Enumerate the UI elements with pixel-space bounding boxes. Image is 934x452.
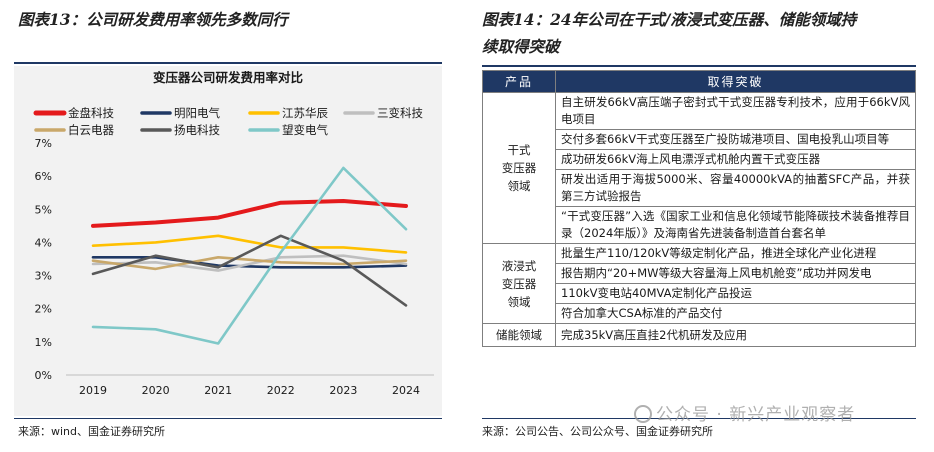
legend-label-2: 江苏华辰 <box>282 106 328 120</box>
x-tick-label: 2024 <box>392 384 420 397</box>
right-title-divider <box>482 65 916 67</box>
series-line-0 <box>91 199 408 228</box>
breakthrough-cell: 符合加拿大CSA标准的产品交付 <box>555 303 916 324</box>
header-product: 产品 <box>482 70 556 93</box>
left-figure-source: 来源：wind、国金证券研究所 <box>18 425 166 438</box>
breakthrough-cell: 批量生产110/120kV等级定制化产品，推进全球化产业化进程 <box>555 243 916 264</box>
breakthrough-cell: 报告期内“20+MW等级大容量海上风电机舱变”成功并网发电 <box>555 263 916 284</box>
legend-label-4: 白云电器 <box>68 123 114 137</box>
breakthrough-cell: 自主研发66kV高压端子密封式干式变压器专利技术，应用于66kV风电项目 <box>555 92 916 130</box>
table-header-row: 产品 取得突破 <box>482 70 916 93</box>
chart-panel: 变压器公司研发费用率对比金盘科技 明阳电气 江苏华辰 三变科技白云电器 扬电科技 望变电气… <box>14 66 442 416</box>
breakthrough-cell: 成功研发66kV海上风电漂浮式机舱内置干式变压器 <box>555 149 916 170</box>
category-cell: 干式 变压器 领域 <box>482 92 556 244</box>
legend-label-6: 望变电气 <box>282 123 328 137</box>
legend-label-3: 三变科技 <box>377 106 423 120</box>
y-tick-label: 5% <box>35 203 52 216</box>
breakthrough-cell: “干式变压器”入选《国家工业和信息化领域节能降碳技术装备推荐目录（2024年版）… <box>555 206 916 244</box>
x-tick-label: 2021 <box>204 384 232 397</box>
header-breakthrough: 取得突破 <box>555 70 916 93</box>
table-row: 干式 变压器 领域 自主研发66kV高压端子密封式干式变压器专利技术，应用于66k… <box>482 92 916 244</box>
series-line-3 <box>91 254 408 272</box>
series-line-2 <box>91 234 408 254</box>
table-row: 储能领域 完成35kV高压直挂2代机研发及应用 <box>482 323 916 347</box>
series-line-5 <box>91 234 408 307</box>
left-figure-title: 图表13：公司研发费用率领先多数同行 <box>18 10 288 29</box>
right-figure-title-line1: 图表14：24年公司在干式/液浸式变压器、储能领域持 <box>482 10 857 29</box>
right-source-divider <box>482 418 916 419</box>
x-tick-label: 2020 <box>142 384 170 397</box>
y-tick-label: 6% <box>35 170 52 183</box>
x-tick-label: 2022 <box>267 384 295 397</box>
y-tick-label: 4% <box>35 236 52 249</box>
achievements-table: 产品 取得突破 干式 变压器 领域 自主研发66kV高压端子密封式干式变压器专利技… <box>482 70 916 347</box>
legend-label-5: 扬电科技 <box>174 123 220 137</box>
left-title-divider <box>14 62 442 64</box>
legend-label-0: 金盘科技 <box>68 106 114 120</box>
watermark-text: 公众号 · 新兴产业观察者 <box>656 405 856 425</box>
wechat-icon <box>634 405 652 423</box>
x-tick-label: 2019 <box>79 384 107 397</box>
series-line-6 <box>91 166 408 345</box>
y-tick-label: 3% <box>35 270 52 283</box>
table-row: 液浸式 变压器 领域 批量生产110/120kV等级定制化产品，推进全球化产业化进… <box>482 243 916 324</box>
y-tick-label: 0% <box>35 369 52 382</box>
table-row: 交付多套66kV干式变压器至广投防城港项目、国电投乳山项目等 <box>483 129 916 150</box>
breakthrough-cell: 完成35kV高压直挂2代机研发及应用 <box>555 323 916 347</box>
right-figure-title-line2: 续取得突破 <box>482 37 560 56</box>
watermark: 公众号 · 新兴产业观察者 <box>634 400 855 425</box>
breakthrough-cell: 交付多套66kV干式变压器至广投防城港项目、国电投乳山项目等 <box>555 129 916 150</box>
chart-title: 变压器公司研发费用率对比 <box>153 70 304 85</box>
y-tick-label: 2% <box>35 303 52 316</box>
table-row: 研发出适用于海拔5000米、容量40000kVA的抽蓄SFC产品，并获第三方试验… <box>483 169 916 207</box>
breakthrough-cell: 研发出适用于海拔5000米、容量40000kVA的抽蓄SFC产品，并获第三方试验… <box>555 169 916 207</box>
category-cell: 储能领域 <box>482 323 556 347</box>
right-figure-source: 来源：公司公告、公司公众号、国金证券研究所 <box>482 425 713 438</box>
y-tick-label: 7% <box>35 137 52 150</box>
y-tick-label: 1% <box>35 336 52 349</box>
x-tick-label: 2023 <box>329 384 357 397</box>
category-cell: 液浸式 变压器 领域 <box>482 243 556 324</box>
legend-label-1: 明阳电气 <box>174 106 220 120</box>
breakthrough-cell: 110kV变电站40MVA定制化产品投运 <box>555 283 916 304</box>
series-line-4 <box>91 256 408 271</box>
left-source-divider <box>14 418 442 419</box>
